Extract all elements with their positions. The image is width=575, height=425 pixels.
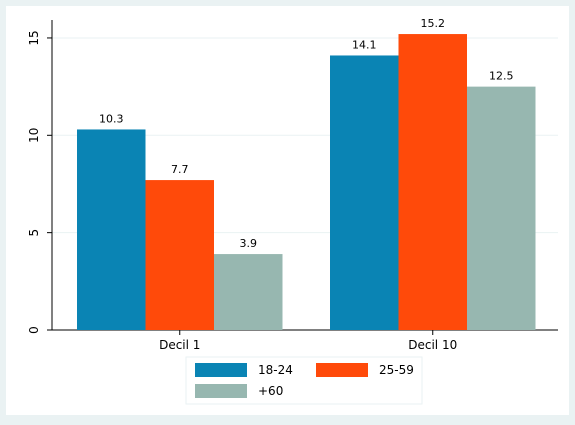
bar (398, 34, 467, 330)
data-label: 3.9 (240, 237, 258, 250)
bar (467, 86, 536, 330)
bar (330, 55, 399, 331)
y-tick-label: 15 (27, 30, 41, 45)
legend-label: +60 (258, 384, 283, 398)
bars (77, 34, 536, 331)
legend-swatch (195, 363, 247, 377)
data-label: 14.1 (352, 38, 377, 51)
y-tick-label: 10 (27, 128, 41, 143)
data-label: 7.7 (171, 163, 189, 176)
bar (77, 129, 146, 330)
bar (145, 180, 214, 330)
x-category-label: Decil 1 (159, 338, 200, 352)
y-tick-label: 0 (27, 326, 41, 334)
x-categories: Decil 1 Decil 10 (159, 330, 457, 352)
data-label: 12.5 (489, 70, 514, 83)
y-ticks: 0 5 10 15 (27, 30, 52, 334)
legend-swatch (316, 363, 368, 377)
x-category-label: Decil 10 (408, 338, 457, 352)
data-label: 15.2 (421, 17, 446, 30)
legend: 18-24 25-59 +60 (185, 356, 423, 405)
bar (214, 254, 283, 330)
data-label: 10.3 (99, 112, 124, 125)
legend-label: 25-59 (379, 363, 414, 377)
data-labels: 10.3 7.7 3.9 14.1 15.2 12.5 (99, 17, 514, 250)
y-tick-label: 5 (27, 229, 41, 237)
legend-swatch (195, 384, 247, 398)
legend-label: 18-24 (258, 363, 293, 377)
